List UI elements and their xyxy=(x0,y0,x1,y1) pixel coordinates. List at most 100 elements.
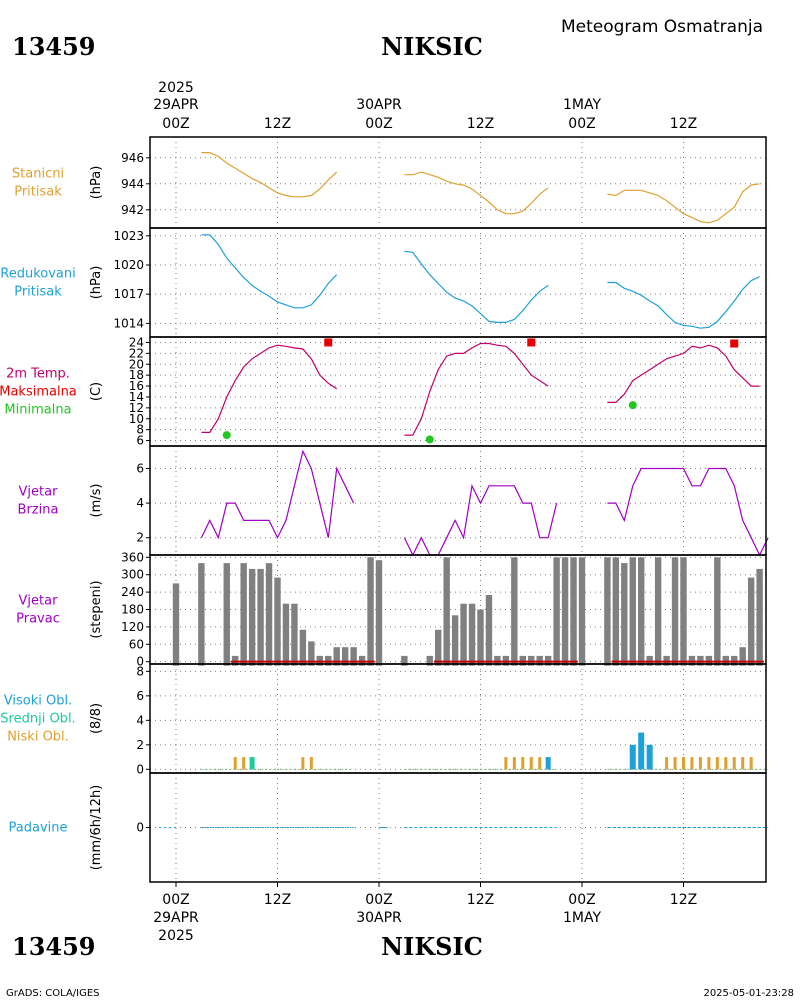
meteogram-title: Meteogram Osmatranja xyxy=(561,17,763,37)
precipitation-panel: 0 (mm/6h/12h) Padavine xyxy=(9,772,769,883)
y-tick-label: 180 xyxy=(121,603,144,617)
low-cloud-bar xyxy=(673,757,677,770)
station-name-top: NIKSIC xyxy=(381,32,483,61)
panel-frame xyxy=(149,663,767,774)
direction-bar xyxy=(291,603,298,666)
mid-cloud-bar xyxy=(249,757,255,770)
date-label: 29APR xyxy=(153,910,199,926)
direction-bar xyxy=(739,647,746,666)
y-tick-label: 240 xyxy=(121,585,144,599)
low-cloud-bar xyxy=(724,757,728,770)
low-cloud-bar xyxy=(749,757,753,770)
hour-label: 12Z xyxy=(670,116,697,132)
direction-bar xyxy=(553,557,560,666)
low-cloud-bar xyxy=(715,757,719,770)
y-tick-label: 0 xyxy=(136,655,144,669)
direction-bar xyxy=(198,563,205,666)
y-tick-label: 1023 xyxy=(113,229,144,243)
direction-bar xyxy=(756,568,763,666)
tmin-marker xyxy=(222,431,231,440)
direction-bar xyxy=(604,557,611,666)
low-cloud-bar xyxy=(698,757,702,770)
low-cloud-bar xyxy=(665,757,669,770)
low-cloud-bar xyxy=(690,757,694,770)
y-tick-label: 24 xyxy=(129,335,144,349)
y-tick-label: 6 xyxy=(136,689,144,703)
series-line xyxy=(404,342,549,436)
y-tick-label: 360 xyxy=(121,550,144,564)
direction-bar xyxy=(485,595,493,666)
direction-bar xyxy=(621,563,628,666)
wind_direction-panel: 0 60 120 180 240 300 360 (stepeni) Vjetar Pravac xyxy=(16,550,767,669)
series-line xyxy=(201,344,338,433)
y-tick-label: 0 xyxy=(136,821,144,835)
hour-label: 00Z xyxy=(162,892,189,908)
panel-label: Pritisak xyxy=(14,285,62,300)
direction-bar xyxy=(367,557,374,666)
y-tick-label: 1017 xyxy=(113,287,144,301)
hour-label: 12Z xyxy=(264,892,291,908)
y-tick-label: 12 xyxy=(129,401,144,415)
direction-bar xyxy=(350,647,357,666)
direction-bar xyxy=(561,557,569,666)
y-tick-label: 0 xyxy=(136,762,144,776)
panel-frame xyxy=(149,772,767,883)
panel-label: Maksimalna xyxy=(0,385,77,400)
tmin-marker xyxy=(425,435,434,444)
panel-label: Padavine xyxy=(9,821,68,836)
year-label-top: 2025 xyxy=(158,80,194,96)
direction-bar xyxy=(274,577,281,666)
date-label: 1MAY xyxy=(563,910,601,926)
high-cloud-bar xyxy=(629,744,636,770)
series-line xyxy=(201,152,338,198)
direction-bar xyxy=(299,629,307,666)
direction-bar xyxy=(451,615,459,666)
direction-bar xyxy=(460,603,467,666)
y-tick-label: 946 xyxy=(121,151,144,165)
low-cloud-bar xyxy=(309,757,313,770)
series-line xyxy=(200,449,355,540)
unit-label: (hPa) xyxy=(89,166,104,200)
hour-label: 00Z xyxy=(568,116,595,132)
series-line xyxy=(404,250,549,323)
low-cloud-bar xyxy=(707,757,711,770)
hour-label: 12Z xyxy=(670,892,697,908)
footer-credit: GrADS: COLA/IGES xyxy=(6,988,100,999)
station-id-bottom: 13459 xyxy=(12,932,96,961)
series-line xyxy=(201,234,338,309)
direction-bar xyxy=(654,557,662,666)
panel-label: Visoki Obl. xyxy=(4,694,72,709)
low-cloud-bar xyxy=(521,757,525,770)
direction-bar xyxy=(638,557,645,666)
direction-bar xyxy=(671,557,679,666)
unit-label: (mm/6h/12h) xyxy=(89,785,104,871)
hour-label: 00Z xyxy=(365,892,392,908)
panels: 942944946(hPa)StanicniPritisak1014101710… xyxy=(0,136,769,883)
low-cloud-bar xyxy=(529,757,533,770)
y-tick-label: 1014 xyxy=(113,316,144,330)
y-tick-label: 4 xyxy=(136,713,144,727)
y-tick-label: 300 xyxy=(121,568,144,582)
date-label: 1MAY xyxy=(563,97,601,113)
direction-bar xyxy=(223,563,230,666)
unit-label: (hPa) xyxy=(89,266,104,300)
panel-frame xyxy=(149,445,767,556)
direction-bar xyxy=(426,655,433,666)
series-line xyxy=(404,171,549,215)
y-tick-label: 6 xyxy=(136,461,144,475)
low-cloud-bar xyxy=(732,757,736,770)
panel-frame xyxy=(149,136,767,229)
direction-bar xyxy=(265,563,273,666)
tmax-marker xyxy=(324,338,333,347)
bottom-time-axis: 29APR 00Z 12Z 30APR 00Z 12Z 1MAY 00Z 12Z xyxy=(153,882,697,926)
station-name-bottom: NIKSIC xyxy=(381,932,483,961)
reduced_pressure-panel: 1014 1017 1020 1023 (hPa) Redukovani Pritisak xyxy=(0,227,767,338)
panel-label: Brzina xyxy=(18,503,59,518)
y-tick-label: 8 xyxy=(136,423,144,437)
direction-bar xyxy=(578,557,586,666)
direction-bar xyxy=(570,557,577,666)
date-label: 30APR xyxy=(356,97,402,113)
direction-bar xyxy=(341,647,349,666)
wind_speed-panel: 2 4 6 (m/s) Vjetar Brzina xyxy=(18,445,769,557)
station-id-top: 13459 xyxy=(12,32,96,61)
